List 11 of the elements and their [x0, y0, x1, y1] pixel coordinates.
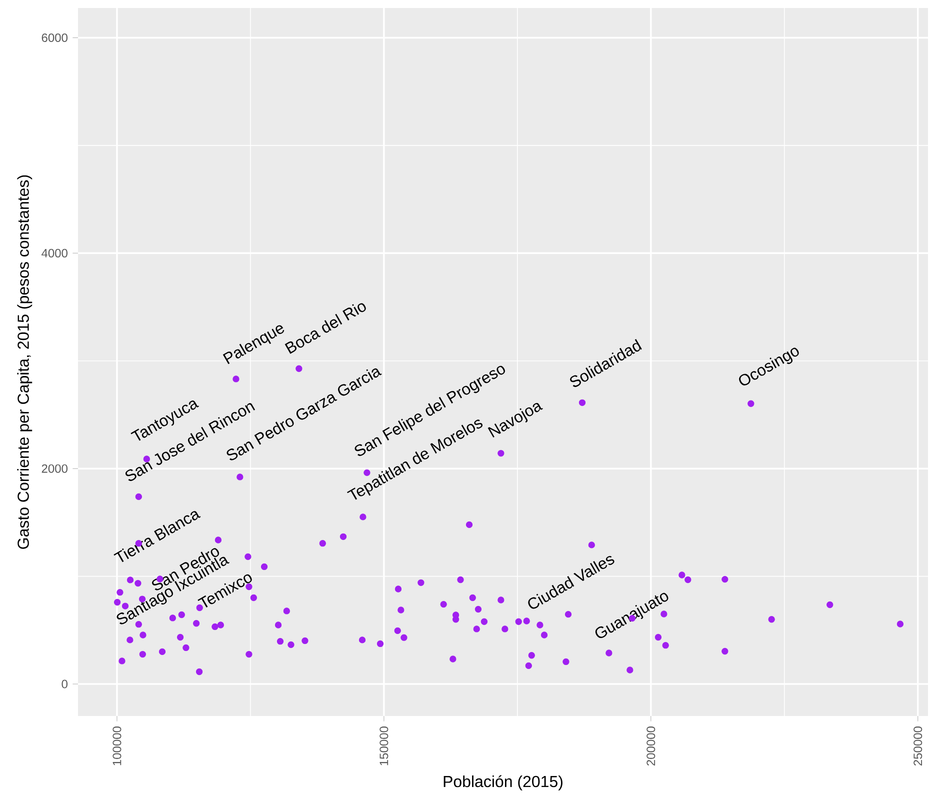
- y-tick-label: 4000: [42, 248, 68, 258]
- x-tick-label: 200000: [646, 726, 656, 766]
- x-tick-label: 250000: [914, 726, 922, 766]
- annotation: Boca del Rio: [284, 303, 366, 354]
- x-tick-label: 100000: [112, 726, 122, 766]
- y-tick-label: 2000: [42, 464, 68, 473]
- x-axis-title: Población (2015): [444, 775, 562, 790]
- y-axis-title: Gasto Corriente per Capita, 2015 (pesos constantes): [17, 175, 32, 549]
- y-tick-label: 0: [62, 680, 68, 688]
- y-tick-label: 6000: [42, 33, 68, 42]
- x-tick-label: 150000: [380, 726, 388, 766]
